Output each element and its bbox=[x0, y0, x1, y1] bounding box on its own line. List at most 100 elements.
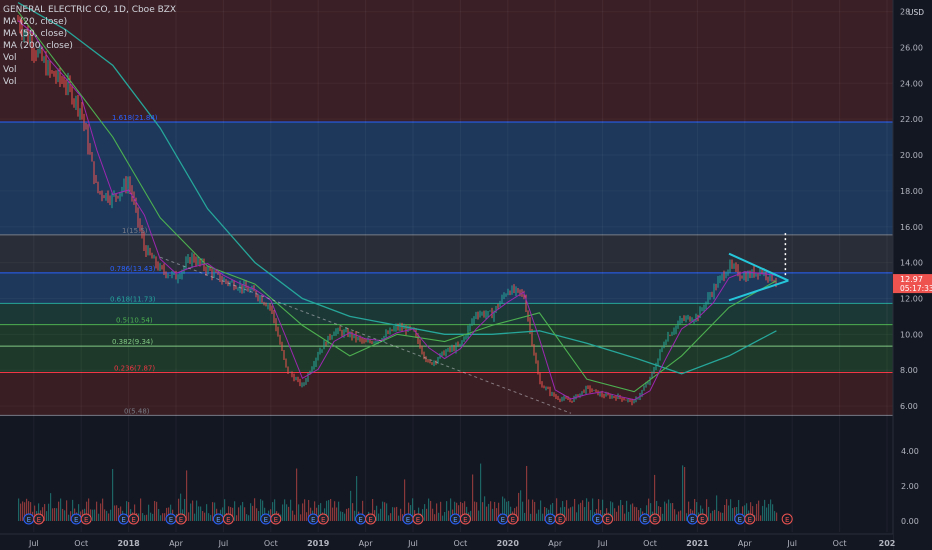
volume-bar bbox=[114, 505, 116, 521]
volume-bar bbox=[682, 465, 684, 521]
volume-bar bbox=[550, 504, 552, 521]
volume-bar bbox=[528, 499, 530, 521]
volume-bar bbox=[66, 500, 68, 521]
volume-bar bbox=[460, 501, 462, 521]
volume-bar bbox=[626, 500, 628, 521]
time-tick-label: Oct bbox=[453, 539, 467, 548]
volume-bar bbox=[654, 474, 656, 521]
volume-bar bbox=[28, 501, 30, 521]
volume-bar bbox=[346, 508, 348, 521]
volume-bar bbox=[458, 505, 460, 521]
time-tick-label: Oct bbox=[643, 539, 657, 548]
volume-bar bbox=[716, 495, 718, 521]
volume-bar bbox=[658, 506, 660, 521]
volume-bar bbox=[198, 506, 200, 521]
volume-bar bbox=[290, 499, 292, 521]
volume-bar bbox=[380, 508, 382, 521]
volume-bar bbox=[258, 510, 260, 521]
volume-bar bbox=[134, 504, 136, 521]
volume-bar bbox=[356, 476, 358, 521]
earnings-marker bbox=[365, 513, 377, 525]
volume-bar bbox=[98, 513, 100, 521]
volume-bar bbox=[20, 503, 22, 521]
volume-bar bbox=[746, 503, 748, 521]
volume-bar bbox=[320, 503, 322, 521]
volume-bar bbox=[488, 503, 490, 521]
volume-bar bbox=[580, 502, 582, 521]
volume-bar bbox=[422, 509, 424, 521]
volume-bar bbox=[254, 498, 256, 521]
volume-bar bbox=[90, 509, 92, 521]
price-tick-label: 6.00 bbox=[900, 402, 918, 411]
volume-bar bbox=[376, 505, 378, 521]
fib-band bbox=[0, 234, 893, 273]
legend-vol-2[interactable]: Vol bbox=[3, 65, 17, 75]
volume-bar bbox=[496, 508, 498, 521]
earnings-marker-label: E bbox=[84, 516, 88, 524]
legend-ma20[interactable]: MA (20, close) bbox=[3, 17, 68, 27]
time-tick-label: 2018 bbox=[117, 539, 140, 548]
volume-bar bbox=[724, 504, 726, 521]
volume-bar bbox=[576, 512, 578, 521]
volume-bar bbox=[362, 500, 364, 521]
legend-ma200[interactable]: MA (200, close) bbox=[3, 41, 73, 51]
earnings-marker bbox=[270, 513, 282, 525]
earnings-marker bbox=[128, 513, 140, 525]
price-tick-label: 14.00 bbox=[900, 259, 923, 268]
volume-bar bbox=[462, 503, 464, 521]
volume-bar bbox=[102, 498, 104, 521]
volume-bar bbox=[664, 501, 666, 521]
volume-bar bbox=[530, 513, 532, 521]
earnings-marker-label: E bbox=[748, 516, 752, 524]
volume-bar bbox=[286, 504, 288, 521]
volume-bar bbox=[592, 498, 594, 521]
legend-vol-3[interactable]: Vol bbox=[3, 77, 17, 87]
volume-bar bbox=[532, 499, 534, 521]
volume-bar bbox=[178, 498, 180, 521]
volume-bar bbox=[676, 514, 678, 521]
volume-bar bbox=[240, 505, 242, 521]
volume-bar bbox=[78, 504, 80, 521]
fib-band bbox=[0, 372, 893, 416]
volume-bar bbox=[494, 501, 496, 521]
volume-bar bbox=[262, 500, 264, 521]
volume-bar bbox=[38, 503, 40, 521]
volume-bar bbox=[50, 493, 52, 521]
volume-bar bbox=[568, 508, 570, 521]
legend-ma50[interactable]: MA (50, close) bbox=[3, 29, 68, 39]
earnings-marker-label: E bbox=[406, 516, 410, 524]
volume-bar bbox=[128, 502, 130, 521]
volume-bar bbox=[204, 512, 206, 521]
earnings-marker bbox=[80, 513, 92, 525]
volume-bar bbox=[348, 508, 350, 521]
volume-bar bbox=[334, 501, 336, 521]
fib-level-label: 0.382(9.34) bbox=[112, 338, 153, 346]
price-axis[interactable]: 6.00 8.00 10.00 12.00 14.00 16.00 18.00 20.00 22… bbox=[892, 0, 932, 550]
volume-bar bbox=[200, 506, 202, 521]
volume-bar bbox=[428, 498, 430, 521]
volume-bar bbox=[616, 511, 618, 521]
volume-bar bbox=[578, 504, 580, 521]
drawing-overlays[interactable] bbox=[160, 230, 789, 414]
volume-bar bbox=[316, 507, 318, 521]
volume-bar bbox=[24, 502, 26, 521]
volume-bar bbox=[706, 499, 708, 521]
volume-bar bbox=[158, 508, 160, 521]
legend-vol-1[interactable]: Vol bbox=[3, 53, 17, 63]
volume-bar bbox=[586, 498, 588, 521]
volume-bar bbox=[650, 503, 652, 521]
time-tick-label: 2021 bbox=[686, 539, 709, 548]
price-tick-label: 26.00 bbox=[900, 43, 923, 52]
symbol-title[interactable]: GENERAL ELECTRIC CO, 1D, Cboe BZX bbox=[3, 5, 177, 15]
volume-bar bbox=[758, 500, 760, 521]
volume-bar bbox=[666, 503, 668, 521]
earnings-marker bbox=[744, 513, 756, 525]
volume-bar bbox=[672, 503, 674, 521]
volume-bar bbox=[148, 504, 150, 521]
volume-bar bbox=[274, 499, 276, 521]
time-axis[interactable]: Jul Oct 2018 Apr Jul Oct 2019 Apr Jul Oct 2020 Apr J… bbox=[0, 533, 895, 550]
time-tick-label: Apr bbox=[359, 539, 374, 548]
volume-bar bbox=[636, 507, 638, 521]
